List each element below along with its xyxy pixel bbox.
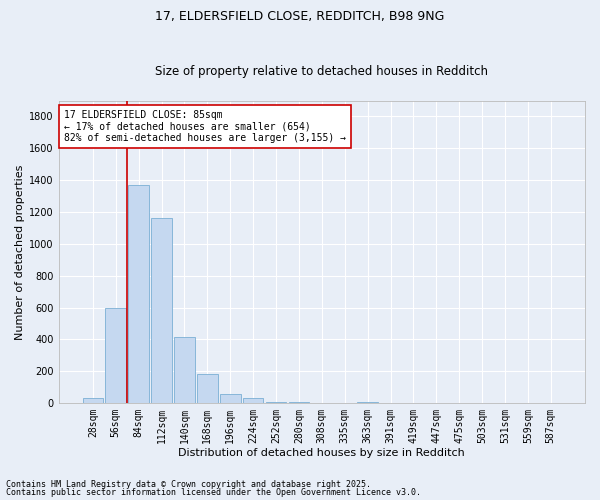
- X-axis label: Distribution of detached houses by size in Redditch: Distribution of detached houses by size …: [178, 448, 465, 458]
- Bar: [174, 337, 195, 403]
- Bar: [106, 308, 126, 403]
- Text: 17, ELDERSFIELD CLOSE, REDDITCH, B98 9NG: 17, ELDERSFIELD CLOSE, REDDITCH, B98 9NG: [155, 10, 445, 23]
- Title: Size of property relative to detached houses in Redditch: Size of property relative to detached ho…: [155, 66, 488, 78]
- Bar: [197, 374, 218, 403]
- Bar: [128, 185, 149, 403]
- Bar: [83, 398, 103, 403]
- Text: Contains HM Land Registry data © Crown copyright and database right 2025.: Contains HM Land Registry data © Crown c…: [6, 480, 371, 489]
- Bar: [358, 402, 378, 403]
- Bar: [243, 398, 263, 403]
- Bar: [266, 402, 286, 403]
- Text: Contains public sector information licensed under the Open Government Licence v3: Contains public sector information licen…: [6, 488, 421, 497]
- Text: 17 ELDERSFIELD CLOSE: 85sqm
← 17% of detached houses are smaller (654)
82% of se: 17 ELDERSFIELD CLOSE: 85sqm ← 17% of det…: [64, 110, 346, 143]
- Bar: [220, 394, 241, 403]
- Bar: [151, 218, 172, 403]
- Bar: [289, 402, 309, 403]
- Y-axis label: Number of detached properties: Number of detached properties: [15, 164, 25, 340]
